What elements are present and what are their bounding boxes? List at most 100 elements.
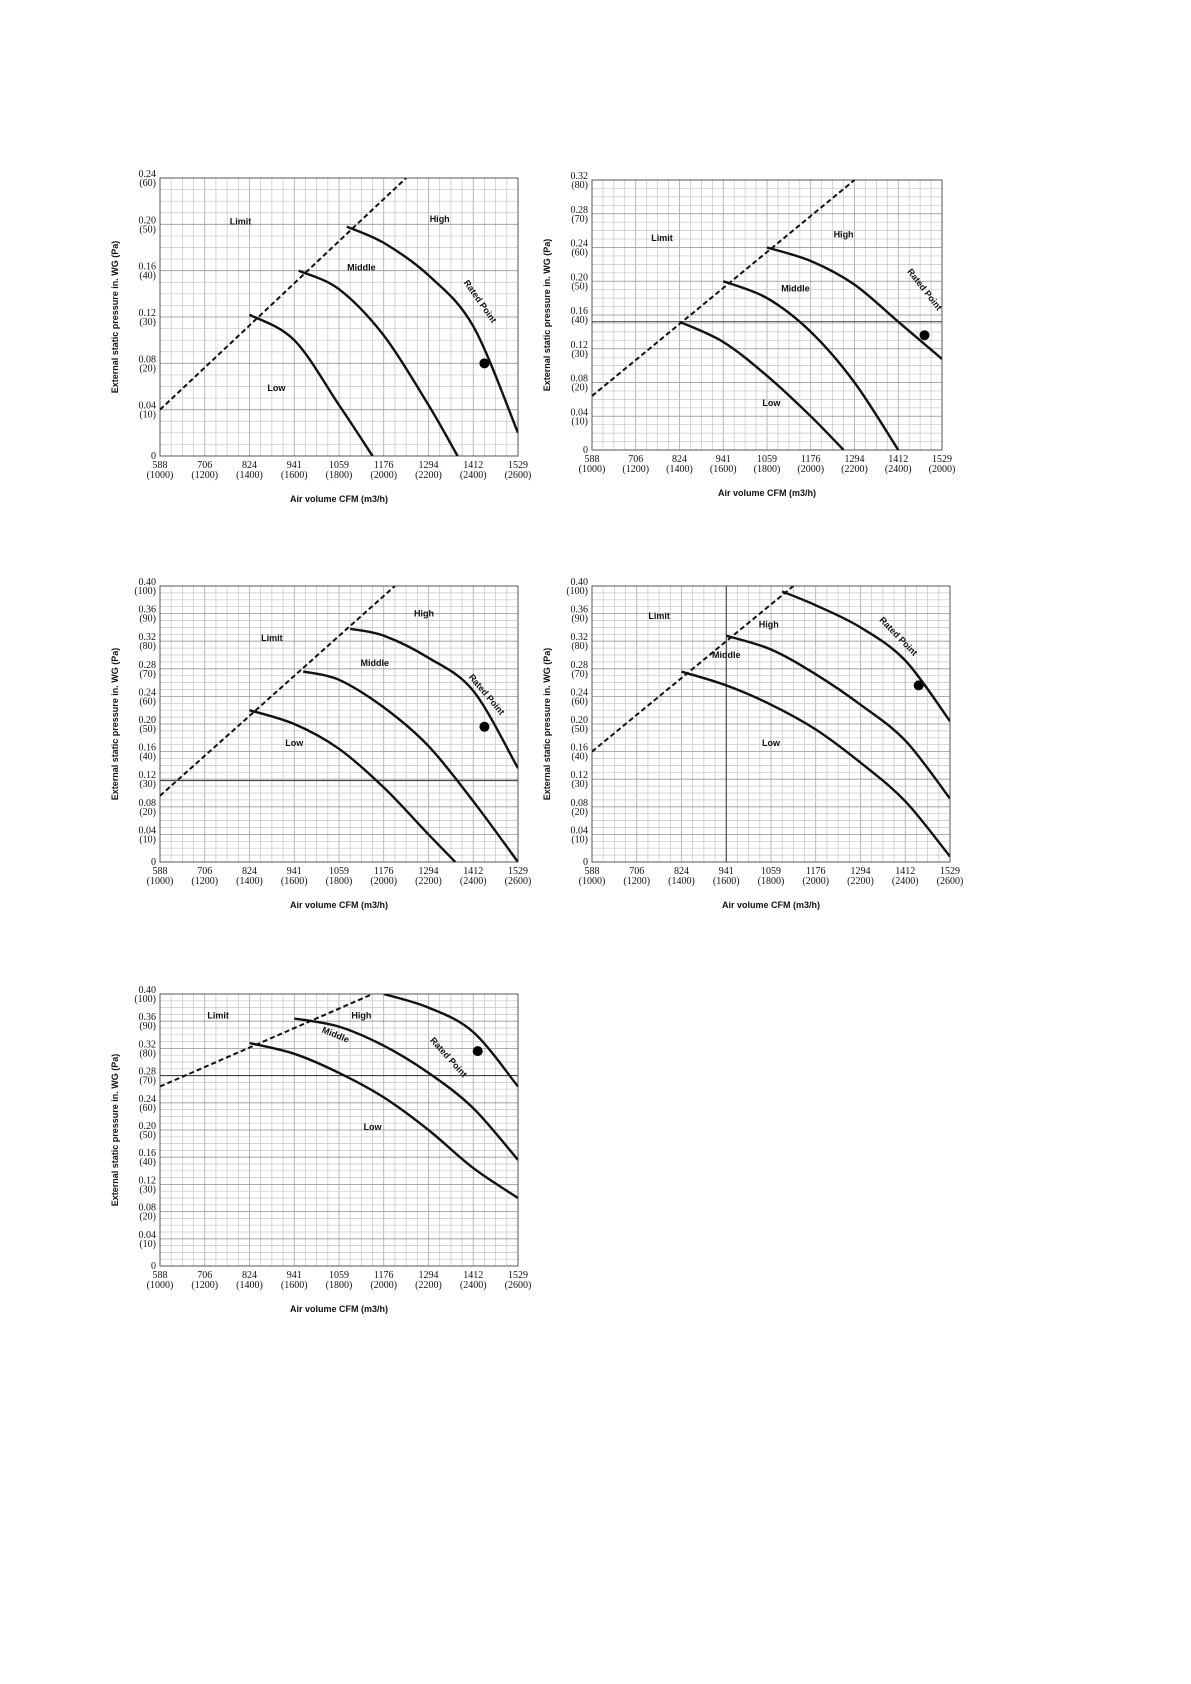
y-tick-label: 0.32 (571, 632, 589, 643)
x-tick-label: 1059 (757, 454, 777, 465)
curve-label: High (414, 608, 434, 618)
x-tick-label: 706 (629, 866, 644, 877)
y-tick-label: (60) (139, 1103, 156, 1114)
y-tick-label: (40) (139, 271, 156, 282)
x-axis-title: Air volume CFM (m3/h) (290, 900, 388, 910)
x-tick-label: (1600) (710, 464, 737, 475)
y-tick-label: (30) (139, 317, 156, 328)
x-tick-label: (2400) (460, 876, 487, 887)
x-tick-label: (1000) (579, 876, 606, 887)
series-middle-line (298, 269, 459, 456)
x-tick-label: (1200) (623, 876, 650, 887)
series-limit-line (160, 994, 373, 1088)
x-tick-label: (1000) (147, 1280, 174, 1291)
y-tick-label: 0 (151, 857, 156, 868)
x-tick-label: (2000) (797, 464, 824, 475)
x-tick-label: (2200) (841, 464, 868, 475)
x-tick-label: (2000) (802, 876, 829, 887)
x-tick-label: (2000) (370, 470, 397, 481)
x-tick-label: 588 (153, 1270, 168, 1281)
plot-frame (159, 177, 519, 457)
y-tick-label: (30) (139, 779, 156, 790)
curve-label: Limit (648, 611, 670, 621)
x-tick-label: (1000) (147, 470, 174, 481)
x-tick-label: (1200) (191, 470, 218, 481)
y-tick-label: (50) (139, 1130, 156, 1141)
x-axis-title: Air volume CFM (m3/h) (290, 1304, 388, 1314)
fan-chart-3: Limit High Middle Low Rated Point 0 0.04 (10) 0.… (108, 576, 548, 956)
y-tick-label: 0.16 (571, 306, 589, 317)
series-group (592, 180, 942, 450)
curve-label: Middle (361, 658, 390, 668)
x-tick-label: 1176 (374, 1270, 394, 1281)
y-tick-label: (70) (571, 214, 588, 225)
x-tick-label: 1412 (895, 866, 915, 877)
curve-label: Low (762, 398, 781, 408)
rated-point-marker (479, 721, 490, 732)
x-tick-label: (1200) (191, 1280, 218, 1291)
x-tick-label: 1176 (374, 460, 394, 471)
y-tick-label: (90) (139, 1021, 156, 1032)
y-tick-label: 0.24 (571, 687, 589, 698)
x-tick-label: (1800) (326, 876, 353, 887)
x-tick-label: (2400) (460, 470, 487, 481)
y-tick-label: 0.20 (571, 272, 589, 283)
series-high-line (346, 225, 518, 434)
x-tick-label: 1294 (419, 866, 439, 877)
y-tick-label: (60) (139, 178, 156, 189)
y-tick-label: (80) (139, 1048, 156, 1059)
x-tick-label: (2600) (505, 470, 532, 481)
y-tick-label: (10) (571, 834, 588, 845)
fan-chart-1: Limit High Middle Low Rated Point 0 0.04 (10) 0.… (108, 168, 548, 548)
x-tick-label: (1600) (281, 876, 308, 887)
series-limit-line (160, 178, 407, 411)
x-tick-label: 824 (242, 460, 257, 471)
y-tick-label: 0.28 (139, 660, 157, 671)
y-tick-label: 0.36 (139, 605, 157, 616)
x-tick-label: 1412 (888, 454, 908, 465)
y-tick-label: (20) (571, 807, 588, 818)
x-tick-label: 941 (287, 1270, 302, 1281)
y-tick-label: 0.24 (571, 239, 589, 250)
x-tick-label: 1176 (374, 866, 394, 877)
series-group (160, 586, 518, 862)
y-tick-label: 0.12 (571, 340, 589, 351)
x-tick-label: 824 (672, 454, 687, 465)
x-tick-label: 1529 (932, 454, 952, 465)
x-tick-label: (1400) (236, 470, 263, 481)
y-tick-label: 0.32 (139, 1039, 157, 1050)
y-tick-label: 0.04 (139, 825, 157, 836)
y-tick-label: (30) (571, 779, 588, 790)
grid (591, 179, 943, 451)
series-group (592, 586, 950, 858)
y-tick-label: (80) (571, 180, 588, 191)
x-tick-label: 1294 (419, 1270, 439, 1281)
x-tick-label: (1800) (326, 470, 353, 481)
x-tick-label: (2200) (415, 876, 442, 887)
curve-label: Middle (347, 263, 376, 273)
y-tick-label: 0.40 (139, 577, 157, 588)
grid (159, 585, 519, 863)
x-axis-title: Air volume CFM (m3/h) (290, 494, 388, 504)
y-tick-label: 0.16 (139, 262, 157, 273)
curve-label: Middle (781, 283, 810, 293)
y-tick-label: (40) (139, 1157, 156, 1168)
series-low-line (681, 670, 950, 858)
x-tick-label: (1400) (668, 876, 695, 887)
rated-point-marker (919, 330, 930, 341)
x-tick-label: 706 (628, 454, 643, 465)
x-tick-label: 1059 (761, 866, 781, 877)
y-tick-label: 0.20 (139, 715, 157, 726)
x-tick-label: 1529 (940, 866, 960, 877)
y-tick-label: 0.20 (139, 215, 157, 226)
y-tick-label: 0 (151, 1261, 156, 1272)
curve-label: Low (267, 383, 286, 393)
series-low-line (679, 320, 845, 450)
y-tick-label: (30) (571, 349, 588, 360)
x-tick-label: (1800) (758, 876, 785, 887)
y-axis-title: External static pressure in. WG (Pa) (542, 239, 552, 392)
y-tick-label: 0.32 (571, 171, 589, 182)
y-tick-label: 0.08 (139, 798, 157, 809)
